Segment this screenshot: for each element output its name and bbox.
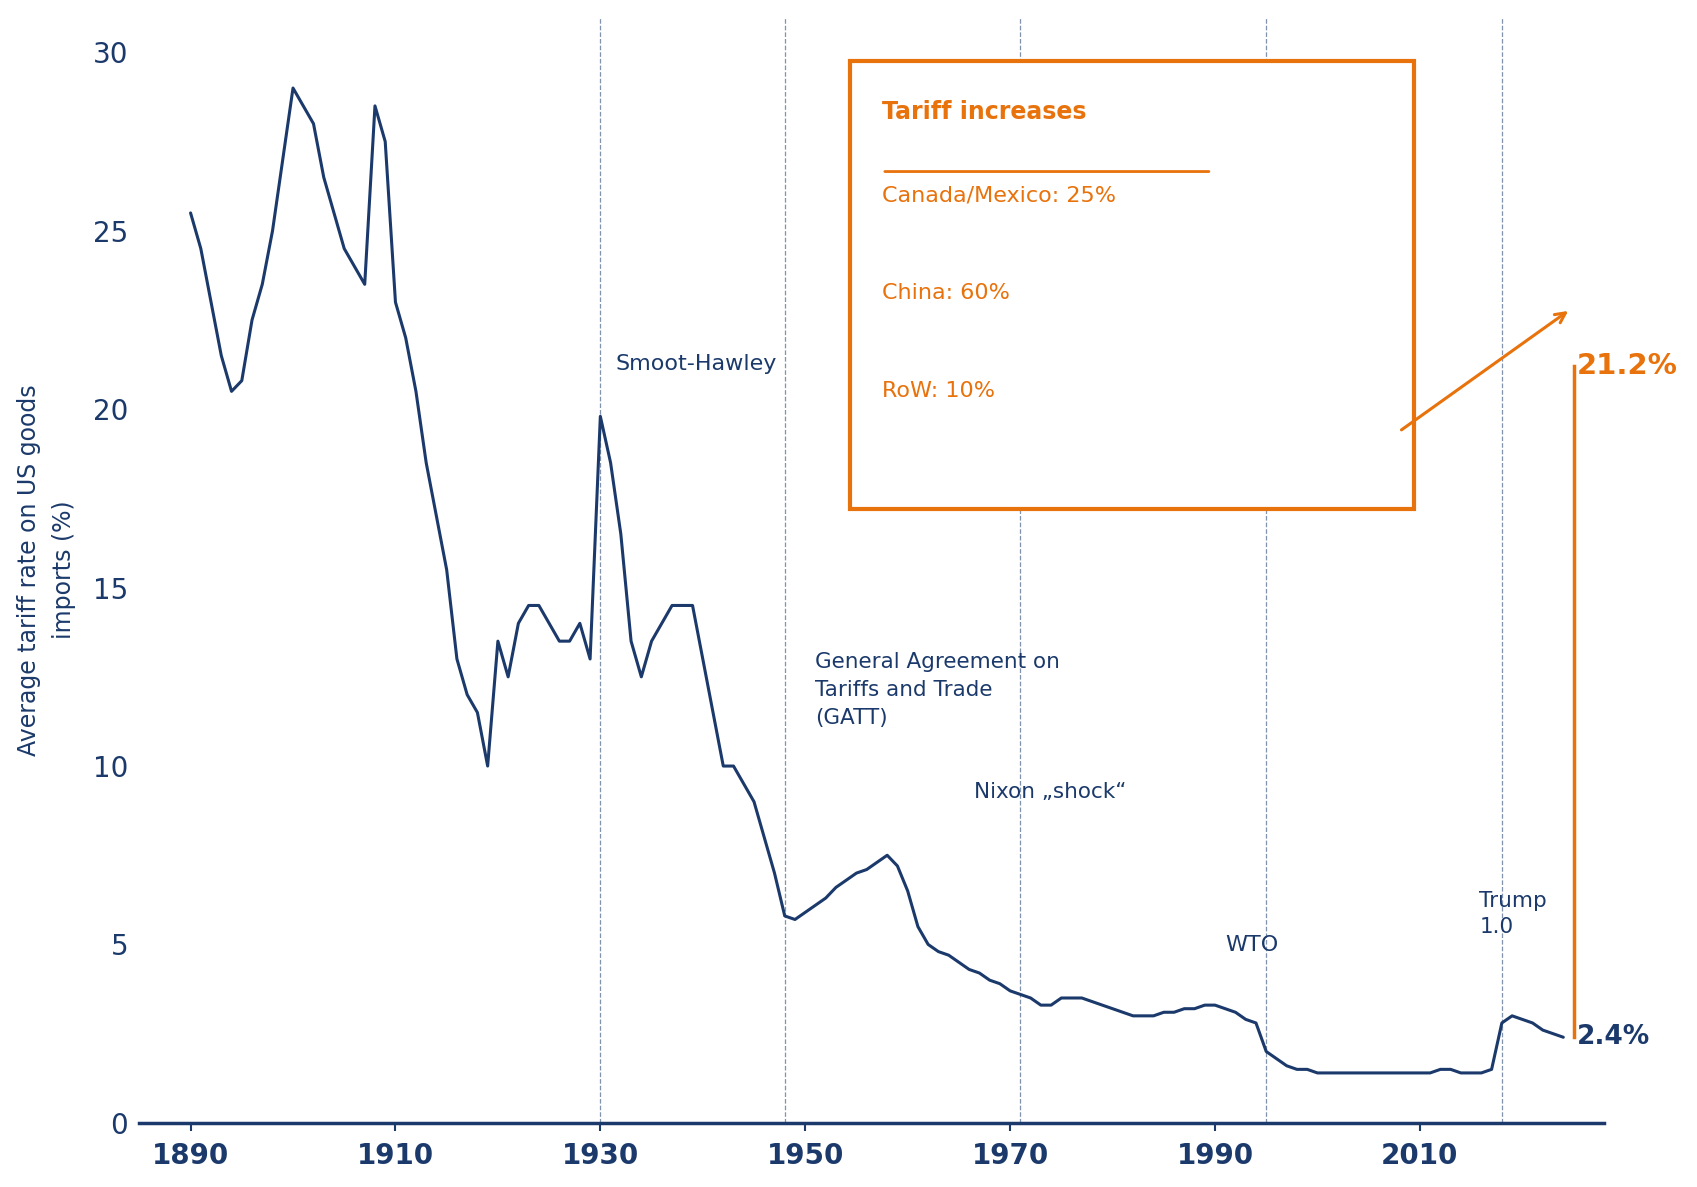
Text: Tariff increases: Tariff increases (882, 100, 1086, 123)
Text: 2.4%: 2.4% (1577, 1024, 1649, 1050)
Text: China: 60%: China: 60% (882, 284, 1010, 303)
Text: General Agreement on
Tariffs and Trade
(GATT): General Agreement on Tariffs and Trade (… (816, 652, 1061, 728)
Text: WTO: WTO (1225, 935, 1278, 956)
Text: Smoot-Hawley: Smoot-Hawley (616, 354, 777, 374)
FancyBboxPatch shape (850, 61, 1414, 509)
Text: Trump
1.0: Trump 1.0 (1480, 891, 1548, 938)
Text: Nixon „shock“: Nixon „shock“ (974, 782, 1127, 801)
Text: Canada/Mexico: 25%: Canada/Mexico: 25% (882, 186, 1117, 205)
Y-axis label: Average tariff rate on US goods
imports (%): Average tariff rate on US goods imports … (17, 383, 76, 756)
Text: RoW: 10%: RoW: 10% (882, 381, 994, 401)
Text: 21.2%: 21.2% (1577, 353, 1678, 380)
